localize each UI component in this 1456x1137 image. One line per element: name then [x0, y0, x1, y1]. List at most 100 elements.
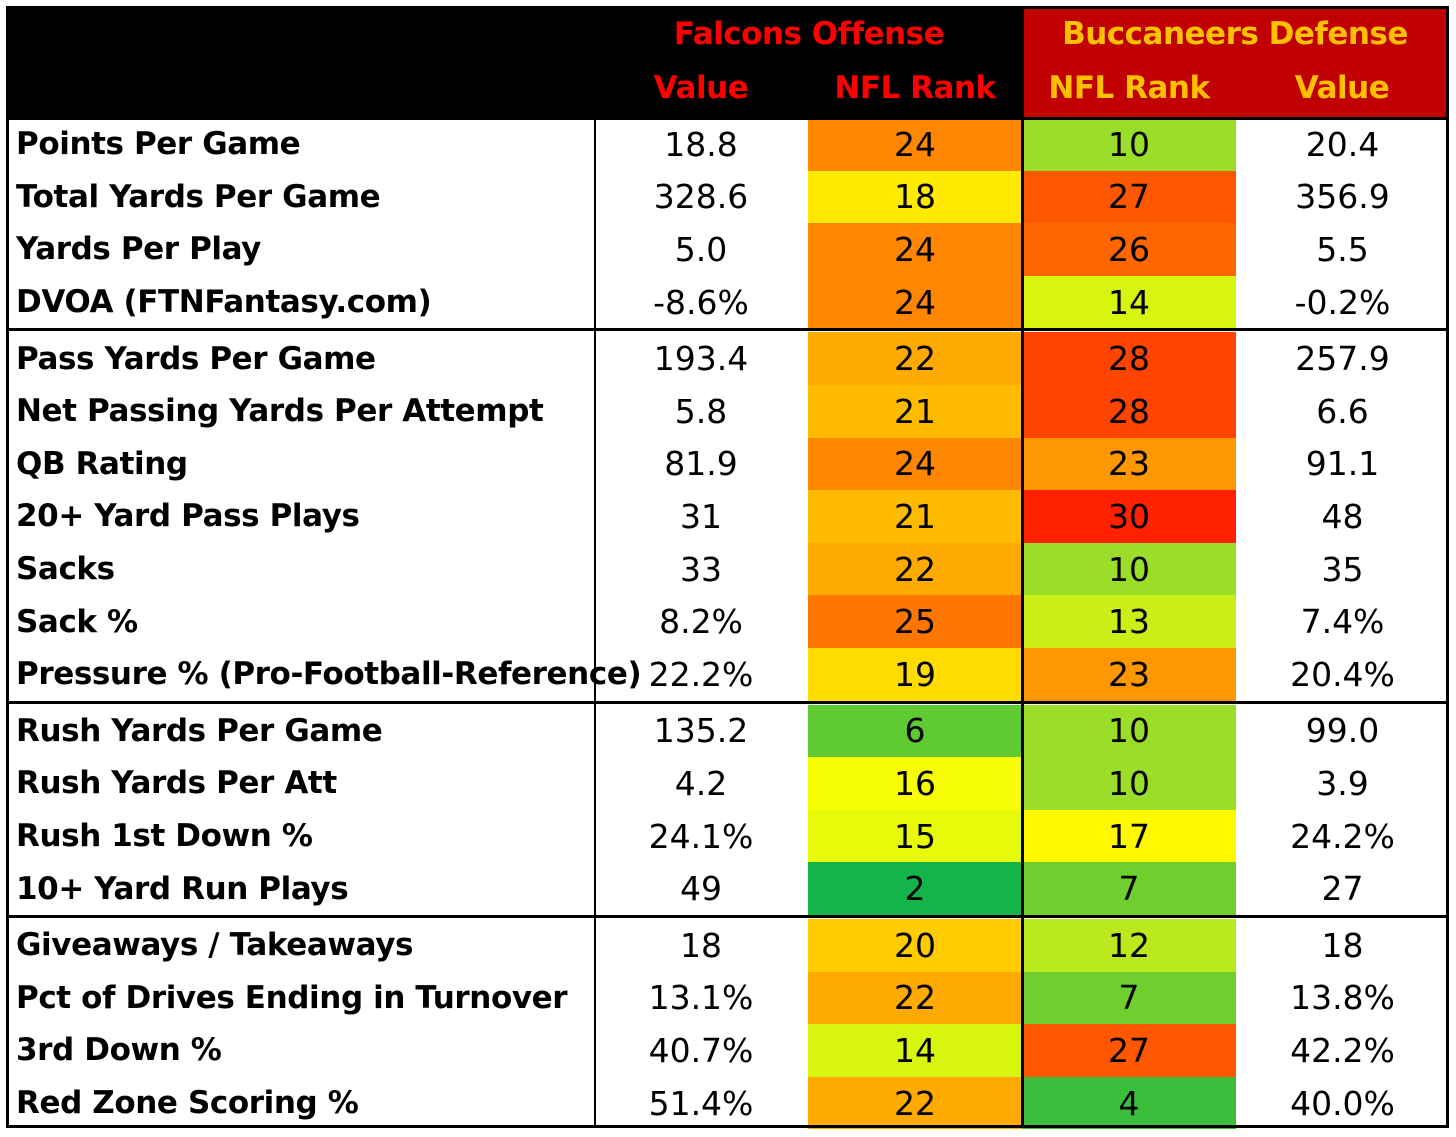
offense-rank: 20 — [808, 919, 1022, 972]
defense-value: 42.2% — [1290, 1030, 1395, 1070]
table-row: DVOA (FTNFantasy.com) -8.6% 24 14 -0.2% — [6, 275, 1449, 329]
table-row: Pressure % (Pro-Football-Reference) 22.2%… — [6, 648, 1449, 701]
offense-rank: 24 — [808, 118, 1022, 171]
stat-label: 3rd Down % — [16, 1032, 222, 1069]
offense-value: 81.9 — [664, 444, 738, 484]
offense-rank: 24 — [808, 223, 1022, 276]
stat-label: Yards Per Play — [16, 231, 261, 268]
table-row: 20+ Yard Pass Plays 31 21 30 48 — [6, 490, 1449, 543]
defense-rank: 13 — [1022, 595, 1236, 648]
table-row: Net Passing Yards Per Attempt 5.8 21 28 6.6 — [6, 385, 1449, 438]
defense-value: -0.2% — [1294, 282, 1391, 322]
table-row: Red Zone Scoring % 51.4% 22 4 40.0% — [6, 1076, 1449, 1130]
stat-label: 10+ Yard Run Plays — [16, 870, 349, 907]
offense-value: 22.2% — [648, 654, 754, 694]
table-border — [6, 6, 1449, 1128]
comparison-table: Falcons Offense Buccaneers Defense Value… — [6, 6, 1449, 1130]
group-separator — [6, 700, 1449, 704]
stat-label: Pass Yards Per Game — [16, 340, 376, 377]
stat-label: Total Yards Per Game — [16, 178, 381, 215]
offense-rank: 22 — [808, 971, 1022, 1025]
defense-value: 91.1 — [1305, 444, 1380, 484]
table-row: 3rd Down % 40.7% 14 27 42.2% — [6, 1024, 1449, 1077]
defense-rank: 27 — [1022, 1024, 1236, 1077]
table-row: Yards Per Play 5.0 24 26 5.5 — [6, 223, 1449, 276]
offense-value: 18 — [680, 925, 722, 965]
stat-label: Rush Yards Per Game — [16, 712, 383, 749]
offense-rank: 21 — [808, 490, 1022, 543]
defense-rank: 28 — [1022, 332, 1236, 385]
defense-rank: 30 — [1022, 490, 1236, 543]
defense-value: 7.4% — [1300, 602, 1385, 642]
defense-value-header: Value — [1294, 70, 1390, 106]
offense-value: 4.2 — [674, 763, 728, 803]
defense-value: 5.5 — [1316, 229, 1369, 269]
table-row: Pass Yards Per Game 193.4 22 28 257.9 — [6, 332, 1449, 385]
table-row: Rush Yards Per Game 135.2 6 10 99.0 — [6, 704, 1449, 758]
offense-value: 13.1% — [648, 978, 754, 1018]
offense-value: 18.8 — [664, 124, 738, 164]
defense-rank: 14 — [1022, 275, 1236, 329]
table-row: 10+ Yard Run Plays 49 2 7 27 — [6, 862, 1449, 915]
stat-label: Pressure % (Pro-Football-Reference) — [16, 656, 642, 693]
offense-value-header: Value — [653, 70, 749, 106]
offense-value: 193.4 — [653, 339, 749, 379]
table-row: Rush 1st Down % 24.1% 15 17 24.2% — [6, 809, 1449, 863]
stat-label: 20+ Yard Pass Plays — [16, 498, 360, 535]
defense-value: 99.0 — [1305, 711, 1380, 751]
defense-rank: 4 — [1022, 1076, 1236, 1130]
defense-value: 35 — [1321, 549, 1364, 589]
defense-rank: 7 — [1022, 862, 1236, 915]
offense-value: 49 — [680, 869, 722, 909]
column-separator — [594, 118, 596, 1128]
defense-value: 3.9 — [1316, 763, 1369, 803]
offense-rank: 16 — [808, 757, 1022, 810]
offense-rank: 15 — [808, 809, 1022, 863]
group-separator — [6, 328, 1449, 332]
offense-value: -8.6% — [653, 282, 749, 322]
offense-rank: 22 — [808, 542, 1022, 596]
offense-value: 33 — [680, 549, 722, 589]
defense-value: 257.9 — [1295, 339, 1390, 379]
offense-value: 328.6 — [653, 177, 749, 217]
defense-rank: 7 — [1022, 971, 1236, 1025]
offense-rank: 24 — [808, 275, 1022, 329]
offense-rank: 22 — [808, 1076, 1022, 1130]
offense-value: 40.7% — [648, 1030, 754, 1070]
table-row: Rush Yards Per Att 4.2 16 10 3.9 — [6, 757, 1449, 810]
stat-label: Sack % — [16, 603, 138, 640]
stat-label: Giveaways / Takeaways — [16, 927, 414, 964]
defense-rank: 10 — [1022, 542, 1236, 596]
defense-value: 27 — [1321, 869, 1364, 909]
column-separator — [1021, 6, 1024, 1128]
table-row: Sacks 33 22 10 35 — [6, 542, 1449, 596]
stat-label: Pct of Drives Ending in Turnover — [16, 979, 568, 1016]
group-separator — [6, 117, 1449, 120]
offense-value: 24.1% — [648, 816, 754, 856]
header-offense-panel — [6, 6, 1022, 118]
offense-title: Falcons Offense — [673, 16, 945, 52]
defense-rank: 10 — [1022, 757, 1236, 810]
offense-rank: 14 — [808, 1024, 1022, 1077]
offense-rank: 22 — [808, 332, 1022, 385]
offense-rank: 18 — [808, 170, 1022, 224]
table-row: Sack % 8.2% 25 13 7.4% — [6, 595, 1449, 648]
defense-rank: 23 — [1022, 437, 1236, 491]
stat-label: Net Passing Yards Per Attempt — [16, 393, 544, 430]
header-defense-panel — [1022, 6, 1449, 118]
table-row: Total Yards Per Game 328.6 18 27 356.9 — [6, 170, 1449, 224]
defense-rank: 10 — [1022, 704, 1236, 758]
defense-rank-header: NFL Rank — [1048, 70, 1210, 106]
offense-rank: 2 — [808, 862, 1022, 915]
table-row: Pct of Drives Ending in Turnover 13.1% 22 7… — [6, 971, 1449, 1025]
offense-value: 51.4% — [648, 1083, 754, 1123]
defense-value: 24.2% — [1290, 816, 1395, 856]
defense-value: 48 — [1321, 496, 1364, 536]
defense-value: 13.8% — [1290, 978, 1395, 1018]
stat-label: DVOA (FTNFantasy.com) — [16, 284, 432, 321]
offense-rank: 25 — [808, 595, 1022, 648]
offense-value: 8.2% — [659, 602, 743, 642]
defense-value: 20.4 — [1305, 124, 1380, 164]
defense-value: 6.6 — [1316, 391, 1369, 431]
defense-value: 18 — [1321, 925, 1364, 965]
